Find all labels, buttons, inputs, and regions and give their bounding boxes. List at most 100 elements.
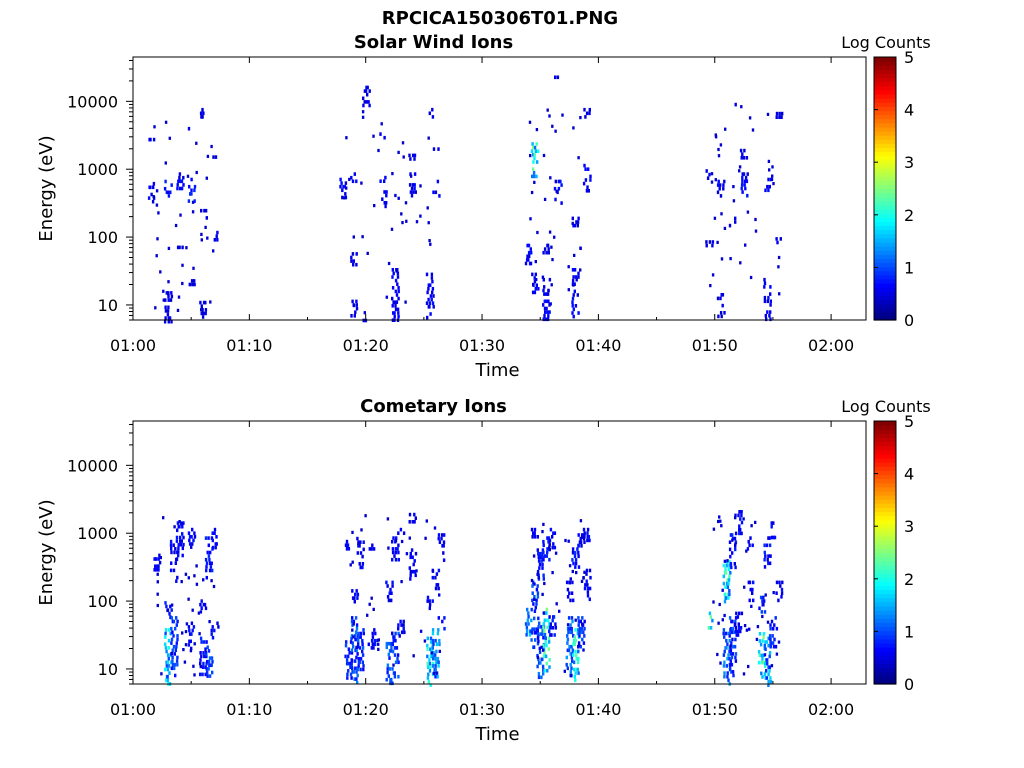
y-tick-label: 10000 xyxy=(67,456,118,475)
data-cell xyxy=(581,637,584,642)
data-cell xyxy=(727,678,730,683)
data-cell xyxy=(442,551,445,555)
data-cell xyxy=(170,319,173,324)
data-cell xyxy=(775,115,778,119)
data-cell xyxy=(573,642,576,647)
data-cell xyxy=(575,667,578,672)
data-dot xyxy=(547,289,550,293)
data-cell xyxy=(780,595,783,599)
data-cell xyxy=(157,564,160,568)
data-dot xyxy=(395,269,398,273)
data-cell xyxy=(537,639,540,644)
data-cell xyxy=(539,661,542,665)
y-tick-label: 10 xyxy=(98,296,118,315)
data-dot xyxy=(210,579,213,583)
data-cell xyxy=(572,561,575,566)
data-cell xyxy=(166,653,170,657)
data-dot xyxy=(767,159,771,163)
data-cell xyxy=(351,252,355,256)
data-cell xyxy=(539,555,543,560)
data-cell xyxy=(436,631,440,636)
colorbar-segment xyxy=(874,122,896,128)
data-cell xyxy=(188,535,192,539)
data-cell xyxy=(402,619,405,624)
data-dot xyxy=(183,660,187,664)
x-tick-label: 01:50 xyxy=(692,336,738,355)
data-cell xyxy=(351,589,354,593)
data-cell xyxy=(412,562,415,567)
data-cell xyxy=(571,311,574,315)
colorbar-segment xyxy=(874,560,896,566)
data-cell xyxy=(167,638,171,643)
data-cell xyxy=(171,655,174,660)
data-cell xyxy=(569,662,572,667)
colorbar-segment xyxy=(874,663,896,669)
data-cell xyxy=(180,186,184,191)
data-cell xyxy=(432,305,435,309)
data-cell xyxy=(442,540,446,544)
colorbar-segment xyxy=(874,57,896,62)
data-cell xyxy=(174,648,177,653)
data-cell xyxy=(351,179,355,184)
data-cell xyxy=(180,179,184,184)
data-cell xyxy=(169,568,173,573)
data-dot xyxy=(582,576,585,580)
data-dot xyxy=(575,278,578,282)
data-dot xyxy=(397,196,400,200)
data-cell xyxy=(748,598,751,603)
data-cell xyxy=(175,644,178,649)
data-cell xyxy=(726,581,729,586)
colorbar-segment xyxy=(874,544,896,549)
data-cell xyxy=(169,543,173,547)
data-cell xyxy=(556,75,560,80)
data-cell xyxy=(734,540,738,544)
data-dot xyxy=(528,120,532,124)
data-dot xyxy=(152,195,155,199)
data-dot xyxy=(423,639,427,643)
data-dot xyxy=(377,642,380,646)
colorbar-segment xyxy=(874,462,896,467)
data-cell xyxy=(434,586,438,591)
data-cell xyxy=(165,664,168,668)
data-cell xyxy=(170,294,174,299)
data-cell xyxy=(350,619,354,624)
data-cell xyxy=(408,183,412,187)
data-cell xyxy=(176,245,180,250)
data-dot xyxy=(199,665,202,669)
data-dot xyxy=(567,539,570,543)
data-cell xyxy=(355,626,359,631)
data-cell xyxy=(548,615,551,619)
data-dot xyxy=(766,620,770,624)
data-dot xyxy=(419,629,423,633)
data-cell xyxy=(542,573,545,578)
data-cell xyxy=(431,301,435,305)
colorbar-segment xyxy=(874,655,896,660)
data-dot xyxy=(534,260,537,264)
data-dot xyxy=(579,519,583,523)
data-dot xyxy=(408,536,411,540)
data-cell xyxy=(201,308,204,312)
data-cell xyxy=(217,625,220,629)
data-cell xyxy=(734,531,738,536)
data-cell xyxy=(773,535,777,540)
data-cell xyxy=(577,641,581,645)
data-cell xyxy=(349,640,353,644)
data-dot xyxy=(754,229,758,233)
data-cell xyxy=(216,238,219,242)
data-cell xyxy=(589,174,592,179)
data-cell xyxy=(179,535,182,540)
data-cell xyxy=(759,642,763,647)
data-cell xyxy=(726,592,730,597)
data-cell xyxy=(153,568,156,572)
data-cell xyxy=(199,651,202,655)
data-cell xyxy=(359,540,362,544)
data-cell xyxy=(167,294,170,299)
data-cell xyxy=(532,531,535,535)
data-cell xyxy=(729,626,733,631)
data-cell xyxy=(709,626,713,630)
data-cell xyxy=(429,654,432,659)
data-dot xyxy=(718,515,721,519)
data-cell xyxy=(735,611,738,616)
data-dot xyxy=(164,120,168,124)
data-cell xyxy=(435,583,438,587)
